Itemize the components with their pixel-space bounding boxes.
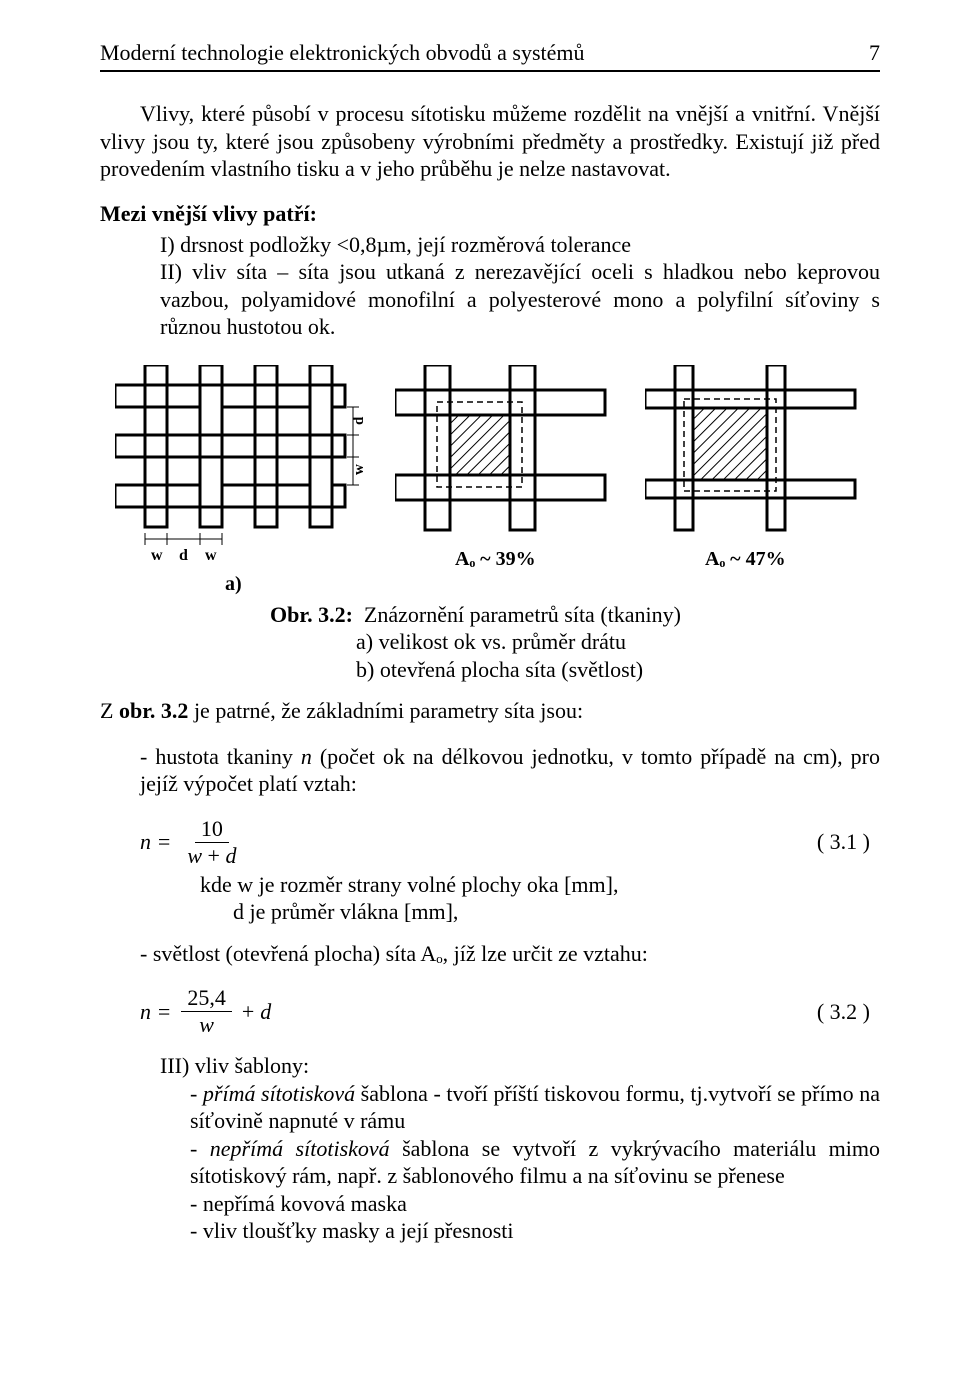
eq1-fraction: 10 w + d (181, 816, 242, 869)
caption-line3: b) otevřená plocha síta (světlost) (356, 656, 643, 684)
equation-3-1: n = 10 w + d ( 3.1 ) (140, 816, 880, 869)
paragraph-svetlost: - světlost (otevřená plocha) síta Aₒ, jí… (140, 940, 880, 968)
page-header: Moderní technologie elektronických obvod… (100, 40, 880, 72)
caption-label: Obr. 3.2: (270, 602, 353, 627)
label-w: w (151, 547, 163, 564)
sablona-tloustka: - vliv tloušťky masky a její přesnosti (190, 1217, 880, 1245)
list-item-3: III) vliv šablony: (160, 1052, 880, 1080)
label-d-side: d (351, 416, 365, 425)
sablona-maska: - nepřímá kovová maska (190, 1190, 880, 1218)
subheading-vlivy: Mezi vnější vlivy patří: (100, 201, 880, 227)
hustota-a: - hustota tkaniny (140, 744, 301, 769)
sablona-prima: - přímá sítotisková šablona - tvoří příš… (190, 1080, 880, 1135)
label-a: a) (225, 573, 242, 595)
figure-b-weave-39: Aₒ ~ 39% (395, 365, 615, 595)
list-item-1: I) drsnost podložky <0,8µm, její rozměro… (160, 231, 880, 259)
caption-line2: a) velikost ok vs. průměr drátu (356, 628, 626, 656)
caption-line1: Znázornění parametrů síta (tkaniny) (364, 602, 681, 627)
eq1-den: w + d (181, 843, 242, 869)
eq2-d: d (260, 999, 271, 1025)
paragraph-hustota: - hustota tkaniny n (počet ok na délkovo… (140, 743, 880, 798)
eq1-def: kde w je rozměr strany volné plochy oka … (200, 871, 880, 926)
eq1-num: 10 (195, 816, 229, 843)
zobr-bold: obr. 3.2 (119, 698, 188, 723)
eq2-fraction: 25,4 w (181, 985, 232, 1038)
eq2-num: 25,4 (181, 985, 232, 1012)
label-ao-47: Aₒ ~ 47% (705, 548, 786, 570)
eq1-number: ( 3.1 ) (817, 829, 880, 855)
eq2-number: ( 3.2 ) (817, 999, 880, 1025)
eq2-plus: + (242, 999, 254, 1025)
label-w2: w (205, 547, 217, 564)
eq1-def2: d je průměr vlákna [mm], (200, 898, 880, 926)
zobr-prefix: Z (100, 698, 119, 723)
eq1-lhs: n = (140, 829, 171, 855)
zobr-rest: je patrné, že základními parametry síta … (188, 698, 583, 723)
label-ao-39: Aₒ ~ 39% (455, 548, 536, 570)
hustota-n: n (301, 744, 312, 769)
paragraph-zobr: Z obr. 3.2 je patrné, že základními para… (100, 697, 880, 725)
paragraph-intro: Vlivy, které působí v procesu sítotisku … (100, 100, 880, 183)
header-title: Moderní technologie elektronických obvod… (100, 40, 585, 66)
sablona-neprima: - nepřímá sítotisková šablona se vytvoří… (190, 1135, 880, 1190)
eq1-def1: kde w je rozměr strany volné plochy oka … (200, 871, 880, 899)
eq2-den: w (193, 1012, 220, 1038)
header-page-number: 7 (869, 40, 880, 66)
figure-a-weave: w d w d w a) (115, 365, 365, 595)
label-w-side: w (351, 464, 365, 475)
figure-caption: Obr. 3.2: Znázornění parametrů síta (tka… (270, 601, 880, 684)
figure-3-2: w d w d w a) Aₒ ~ 39% (100, 365, 880, 595)
label-d: d (179, 547, 188, 564)
eq2-lhs: n = (140, 999, 171, 1025)
figure-b-weave-47: Aₒ ~ 47% b) (645, 365, 865, 595)
list-item-2: II) vliv síta – síta jsou utkaná z nerez… (160, 258, 880, 341)
equation-3-2: n = 25,4 w + d ( 3.2 ) (140, 985, 880, 1038)
